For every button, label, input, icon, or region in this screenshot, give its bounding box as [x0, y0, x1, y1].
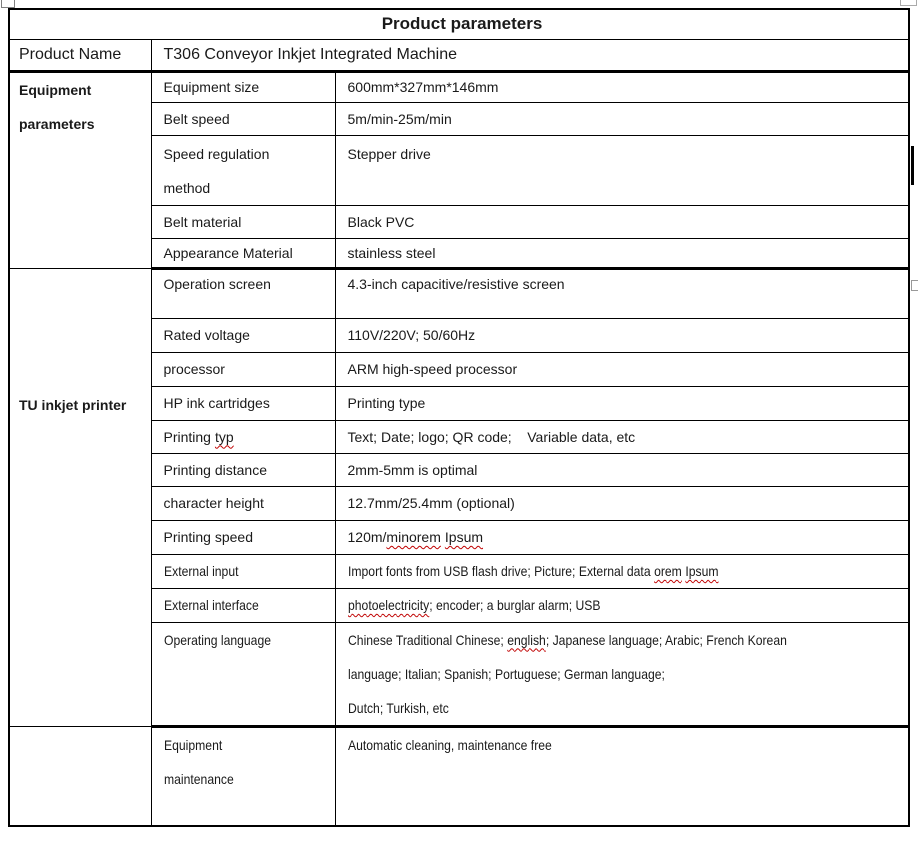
label-appearance-material: Appearance Material [150, 237, 336, 270]
product-name-label: Product Name [8, 38, 152, 73]
row-external-input: External input Import fonts from USB fla… [9, 553, 910, 589]
value-text: language; Italian; Spanish; Portuguese; … [347, 665, 665, 682]
label-text: Printing [163, 428, 211, 445]
row-printing-type: Printing typ Text; Date; logo; QR code; V… [9, 419, 910, 454]
label-rated-voltage: Rated voltage [150, 317, 336, 353]
row-character-height: character height 12.7mm/25.4mm (optional… [9, 485, 910, 521]
label-printing-distance: Printing distance [150, 452, 336, 487]
group-label-line: parameters [19, 115, 95, 132]
label-text: External interface [163, 597, 259, 613]
value-external-input: Import fonts from USB flash drive; Pictu… [334, 553, 910, 589]
group-label-line: Equipment [19, 81, 92, 98]
title-row: Product parameters [8, 8, 910, 40]
table-resize-handle[interactable] [911, 280, 918, 291]
row-operation-screen: TU inkjet printer Operation screen 4.3-i… [8, 267, 910, 727]
value-belt-speed: 5m/min-25m/min [334, 101, 910, 136]
value-run: ; Japanese language; Arabic; French Kore… [545, 631, 787, 648]
value-character-height: 12.7mm/25.4mm (optional) [334, 485, 910, 521]
label-line: Equipment [164, 728, 329, 762]
value-line-3: Dutch; Turkish, etc [347, 691, 903, 724]
row-processor: processor ARM high-speed processor [9, 351, 910, 387]
value-operating-language: Chinese Traditional Chinese; english; Jap… [334, 621, 910, 728]
value-hp-ink-cartridges: Printing type [334, 385, 910, 421]
product-name-row: Product Name T306 Conveyor Inkjet Integr… [8, 38, 910, 73]
label-belt-material: Belt material [150, 204, 336, 239]
label-text: External input [163, 563, 238, 579]
scrollbar-thumb[interactable] [911, 146, 914, 185]
row-equipment-maintenance: Equipment maintenance Automatic cleaning… [8, 725, 910, 827]
value-line-1: Chinese Traditional Chinese; english; Jap… [348, 623, 903, 657]
row-appearance-material: Appearance Material stainless steel [9, 237, 910, 270]
label-equipment-maintenance: Equipment maintenance [150, 725, 336, 827]
misspelled-word: typ [214, 428, 234, 445]
misspelled-word: english [506, 631, 546, 648]
value-operation-screen: 4.3-inch capacitive/resistive screen [334, 267, 910, 319]
row-speed-regulation: Speed regulation method Stepper drive [9, 134, 910, 206]
label-character-height: character height [150, 485, 336, 521]
label-hp-ink-cartridges: HP ink cartridges [150, 385, 336, 421]
row-belt-speed: Belt speed 5m/min-25m/min [9, 101, 910, 136]
value-run: Import fonts from USB flash drive; Pictu… [347, 563, 651, 579]
row-equipment-size: Equipment parameters Equipment size 600m… [8, 70, 910, 269]
product-name-value: T306 Conveyor Inkjet Integrated Machine [150, 38, 910, 73]
group-label-equipment-parameters: Equipment parameters [8, 70, 152, 269]
value-line-2: language; Italian; Spanish; Portuguese; … [348, 657, 903, 691]
value-printing-type: Text; Date; logo; QR code; Variable data… [334, 419, 910, 454]
table-title: Product parameters [8, 8, 910, 40]
label-text: Operating language [163, 631, 271, 648]
value-text: Automatic cleaning, maintenance free [347, 736, 552, 753]
value-speed-regulation: Stepper drive [334, 134, 910, 206]
label-printing-type: Printing typ [150, 419, 336, 454]
misspelled-word: Ipsum [444, 529, 484, 545]
page-corner-handle [900, 0, 917, 6]
label-line: method [163, 179, 211, 196]
label-line: maintenance [164, 762, 329, 796]
label-equipment-size: Equipment size [150, 70, 336, 103]
value-printing-distance: 2mm-5mm is optimal [334, 452, 910, 487]
value-run: Chinese Traditional Chinese; [347, 631, 504, 648]
value-equipment-maintenance: Automatic cleaning, maintenance free [334, 725, 910, 827]
value-text: photoelectricity; encoder; a burglar ala… [348, 597, 601, 613]
value-appearance-material: stainless steel [334, 237, 910, 270]
label-processor: processor [150, 351, 336, 387]
label-speed-regulation: Speed regulation method [150, 134, 336, 206]
label-text: maintenance [163, 770, 234, 787]
table-move-handle[interactable] [1, 0, 15, 8]
misspelled-word: orem [653, 563, 682, 579]
value-text: Dutch; Turkish, etc [347, 699, 449, 716]
label-operating-language: Operating language [150, 621, 336, 728]
misspelled-word: minorem [386, 529, 441, 545]
value-printing-speed: 120m/minorem Ipsum [334, 519, 910, 555]
row-printing-speed: Printing speed 120m/minorem Ipsum [9, 519, 910, 555]
group-label-tu-inkjet-printer: TU inkjet printer [8, 267, 152, 727]
label-belt-speed: Belt speed [150, 101, 336, 136]
label-printing-speed: Printing speed [150, 519, 336, 555]
row-printing-distance: Printing distance 2mm-5mm is optimal [9, 452, 910, 487]
value-belt-material: Black PVC [334, 204, 910, 239]
value-external-interface: photoelectricity; encoder; a burglar ala… [334, 587, 910, 623]
label-text: Equipment [163, 736, 222, 753]
value-text: 120m/ [347, 529, 387, 545]
misspelled-word: Ipsum [684, 563, 718, 579]
value-text: Import fonts from USB flash drive; Pictu… [348, 563, 718, 579]
value-rated-voltage: 110V/220V; 50/60Hz [334, 317, 910, 353]
misspelled-word: photoelectricity [347, 597, 429, 613]
label-external-input: External input [150, 553, 336, 589]
label-line: Speed regulation [163, 145, 270, 162]
row-operating-language: Operating language Chinese Traditional C… [9, 621, 910, 728]
product-parameters-table: Product parameters Product Name T306 Con… [8, 8, 911, 827]
label-operation-screen: Operation screen [150, 267, 336, 319]
value-run: ; encoder; a burglar alarm; USB [428, 597, 601, 613]
value-text: Chinese Traditional Chinese; english; Jap… [348, 623, 787, 657]
label-external-interface: External interface [150, 587, 336, 623]
value-equipment-size: 600mm*327mm*146mm [334, 70, 910, 103]
value-processor: ARM high-speed processor [334, 351, 910, 387]
empty-group-cell [8, 725, 152, 827]
